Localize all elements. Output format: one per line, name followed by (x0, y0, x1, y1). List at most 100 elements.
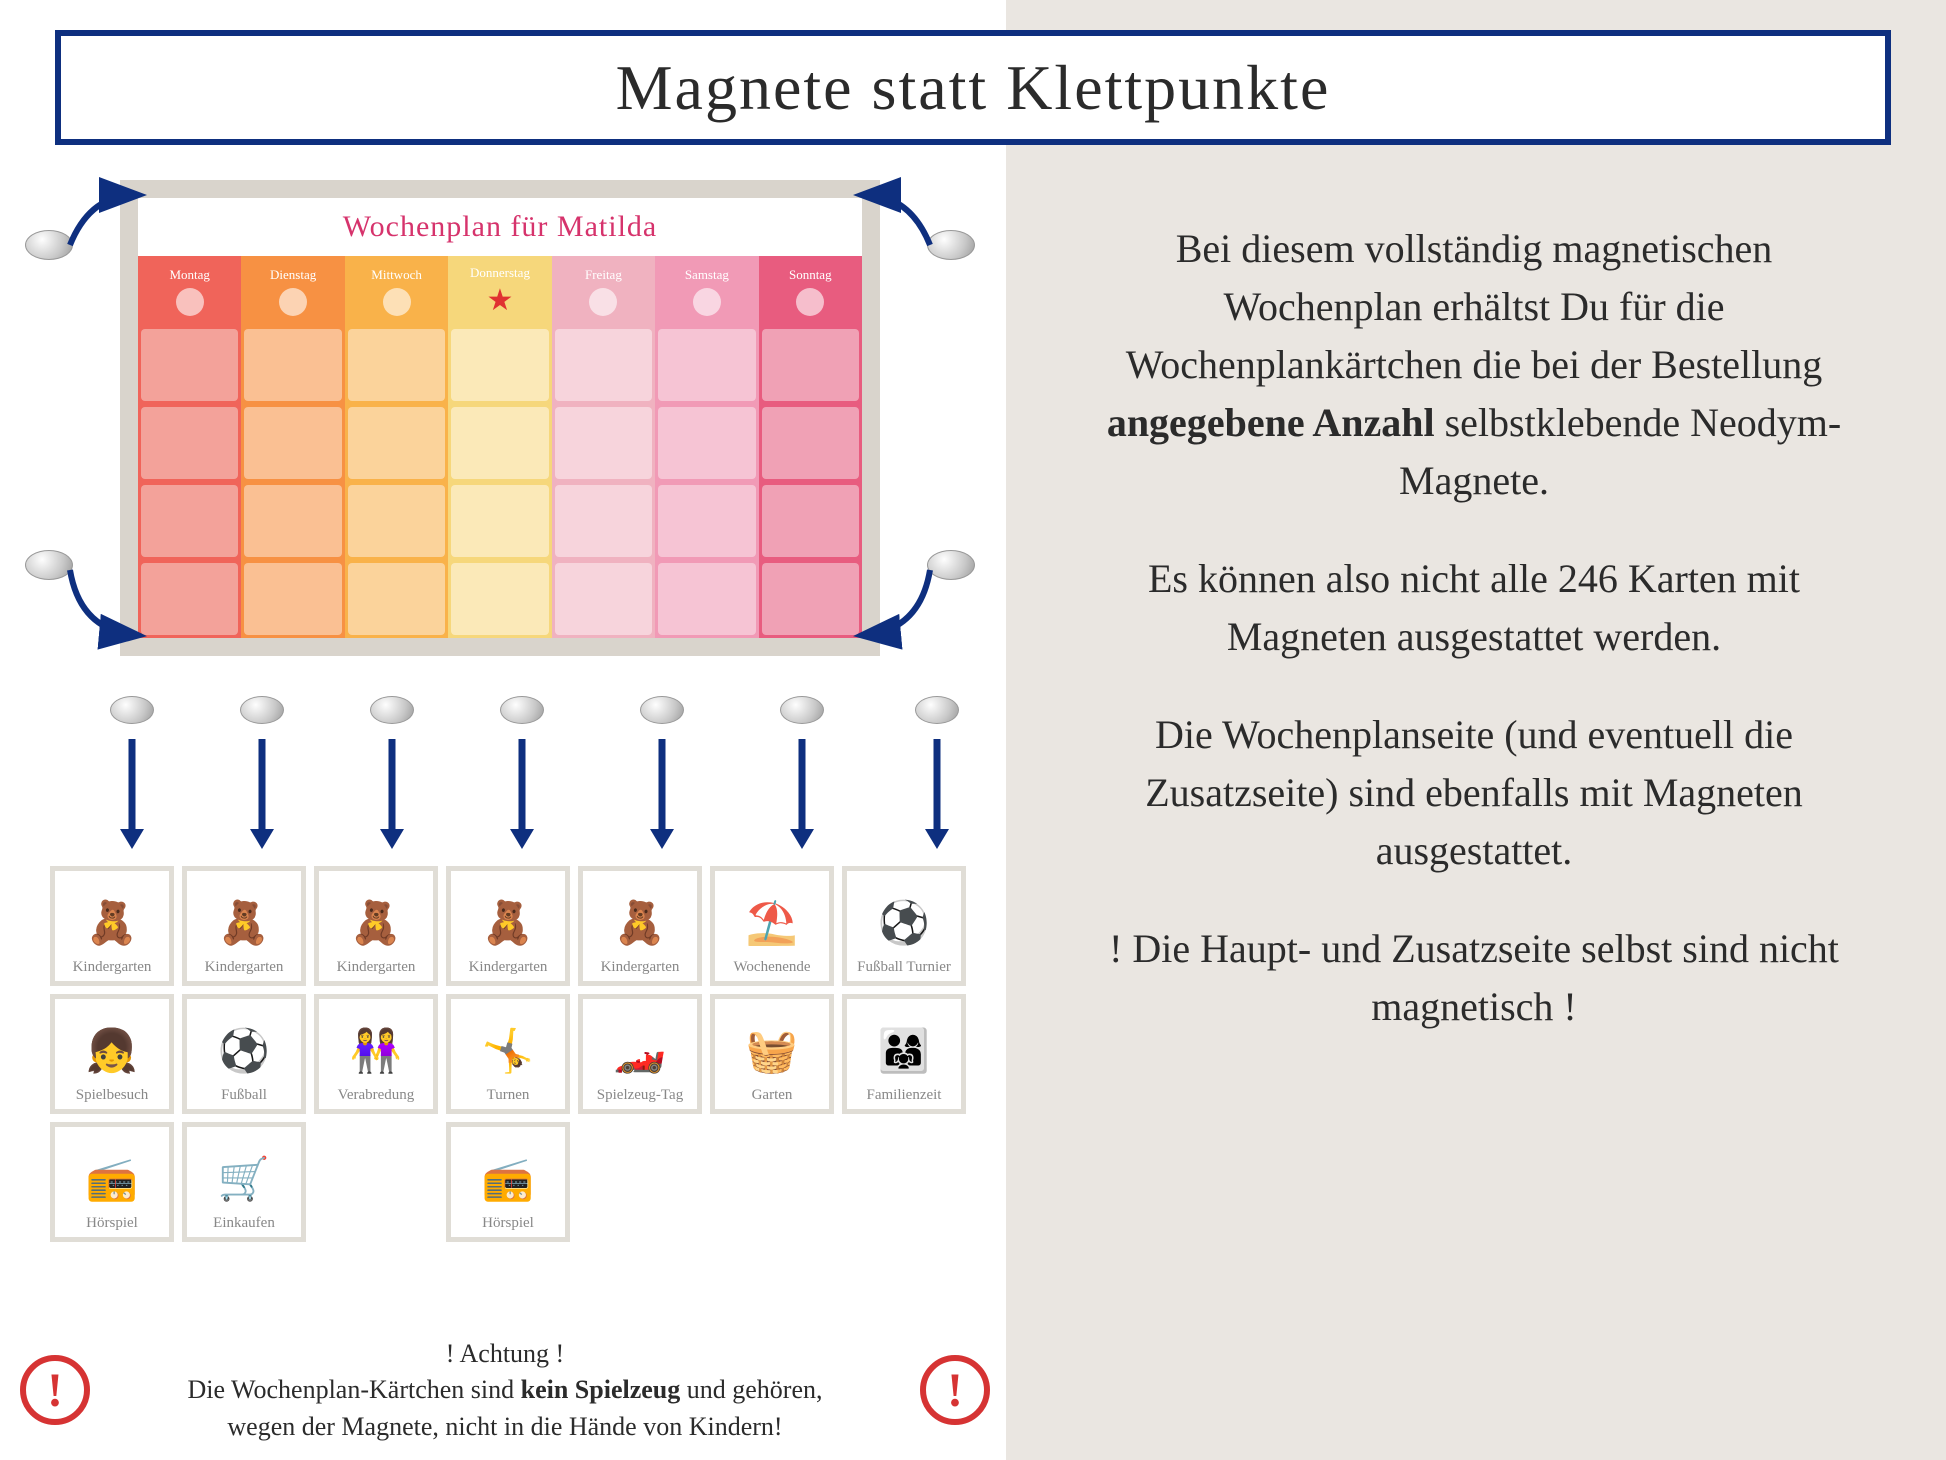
activity-card: 🧸Kindergarten (578, 866, 702, 986)
plan-cell (658, 407, 755, 479)
plan-cell (762, 485, 859, 557)
arrow-tl (60, 185, 160, 275)
card-label: Hörspiel (86, 1215, 138, 1232)
plan-cell (244, 563, 341, 635)
plan-cell (658, 329, 755, 401)
plan-cell (348, 485, 445, 557)
plan-cell (658, 485, 755, 557)
plan-cell (555, 485, 652, 557)
magnet-icon (780, 696, 824, 724)
down-arrow-icon (112, 734, 152, 854)
plan-column: Donnerstag★ (448, 256, 551, 638)
magnet-icon (640, 696, 684, 724)
plan-cell (451, 563, 548, 635)
card-image: 📻 (463, 1145, 553, 1215)
plan-cell (658, 563, 755, 635)
activity-card: 👨‍👩‍👧Familienzeit (842, 994, 966, 1114)
magnet-icon (915, 696, 959, 724)
plan-grid: MontagDienstagMittwochDonnerstag★Freitag… (138, 256, 862, 638)
day-header: Dienstag (241, 256, 344, 326)
activity-card: 📻Hörspiel (446, 1122, 570, 1242)
plan-cell (555, 407, 652, 479)
info-sidebar: Bei diesem vollständig magnetischen Woch… (1034, 190, 1914, 1106)
card-image: 🧸 (595, 889, 685, 959)
warning-heading: ! Achtung ! (187, 1336, 822, 1372)
card-label: Einkaufen (213, 1215, 275, 1232)
down-arrow-icon (242, 734, 282, 854)
day-header: Mittwoch (345, 256, 448, 326)
down-arrow-icon (372, 734, 412, 854)
board-wrap: Wochenplan für Matilda MontagDienstagMit… (120, 180, 880, 656)
left-area: Wochenplan für Matilda MontagDienstagMit… (0, 180, 1000, 1242)
warning-line-c: und gehören, (680, 1375, 822, 1404)
activity-card: 🧺Garten (710, 994, 834, 1114)
card-image: 👭 (331, 1017, 421, 1087)
page-title: Magnete statt Klettpunkte (616, 51, 1331, 125)
warning-line-a: Die Wochenplan-Kärtchen sind (187, 1375, 520, 1404)
arrow-br (840, 560, 940, 660)
activity-card: ⛱️Wochenende (710, 866, 834, 986)
plan-cell (348, 563, 445, 635)
activity-card: ⚽Fußball (182, 994, 306, 1114)
cards-grid: 🧸Kindergarten🧸Kindergarten🧸Kindergarten🧸… (50, 866, 1000, 1242)
arrow-tr (840, 185, 940, 275)
sidebar-p2: Es können also nicht alle 246 Karten mit… (1084, 550, 1864, 666)
card-image: 👧 (67, 1017, 157, 1087)
plan-cell (141, 329, 238, 401)
card-label: Fußball (221, 1087, 267, 1104)
sidebar-p3: Die Wochenplanseite (und eventuell die Z… (1084, 706, 1864, 880)
magnet-column (640, 696, 684, 854)
plan-cell (348, 329, 445, 401)
warning-line2: wegen der Magnete, nicht in die Hände vo… (187, 1409, 822, 1445)
warning-text: ! Achtung ! Die Wochenplan-Kärtchen sind… (187, 1336, 822, 1445)
card-image: ⛱️ (727, 889, 817, 959)
day-header: Freitag (552, 256, 655, 326)
down-arrow-icon (917, 734, 957, 854)
activity-card: 🧸Kindergarten (182, 866, 306, 986)
card-label: Kindergarten (469, 959, 548, 976)
card-image: 🧸 (463, 889, 553, 959)
plan-cell (762, 407, 859, 479)
card-image: 🧸 (331, 889, 421, 959)
plan-cell (451, 485, 548, 557)
plan-column: Mittwoch (345, 256, 448, 638)
warning-icon: ! (920, 1355, 990, 1425)
activity-card: 📻Hörspiel (50, 1122, 174, 1242)
down-arrow-icon (782, 734, 822, 854)
plan-cell (762, 329, 859, 401)
magnet-column (240, 696, 284, 854)
card-image: 🧸 (67, 889, 157, 959)
activity-card: 🏎️Spielzeug-Tag (578, 994, 702, 1114)
plan-cell (141, 485, 238, 557)
plan-cell (555, 563, 652, 635)
board-title: Wochenplan für Matilda (138, 198, 862, 256)
down-arrow-icon (502, 734, 542, 854)
down-arrow-icon (642, 734, 682, 854)
magnet-icon (110, 696, 154, 724)
activity-card: 🧸Kindergarten (446, 866, 570, 986)
title-bar: Magnete statt Klettpunkte (55, 30, 1891, 145)
card-image: 🤸 (463, 1017, 553, 1087)
activity-card: ⚽Fußball Turnier (842, 866, 966, 986)
card-image: 🧺 (727, 1017, 817, 1087)
magnet-icon (370, 696, 414, 724)
sidebar-p4: ! Die Haupt- und Zusatzseite selbst sind… (1084, 920, 1864, 1036)
magnets-row (60, 696, 960, 866)
day-header: Donnerstag★ (448, 256, 551, 326)
activity-card: 🧸Kindergarten (50, 866, 174, 986)
activity-card: 👧Spielbesuch (50, 994, 174, 1114)
warning-icon: ! (20, 1355, 90, 1425)
magnet-column (780, 696, 824, 854)
card-image: ⚽ (199, 1017, 289, 1087)
card-image: 📻 (67, 1145, 157, 1215)
card-label: Verabredung (338, 1087, 415, 1104)
card-image: 🛒 (199, 1145, 289, 1215)
card-label: Familienzeit (867, 1087, 942, 1104)
warning-bar: ! ! Achtung ! Die Wochenplan-Kärtchen si… (20, 1336, 990, 1445)
card-label: Spielzeug-Tag (597, 1087, 683, 1104)
plan-cell (555, 329, 652, 401)
activity-card: 🧸Kindergarten (314, 866, 438, 986)
day-header: Samstag (655, 256, 758, 326)
magnet-icon (500, 696, 544, 724)
sidebar-p1b: angegebene Anzahl (1107, 400, 1435, 445)
